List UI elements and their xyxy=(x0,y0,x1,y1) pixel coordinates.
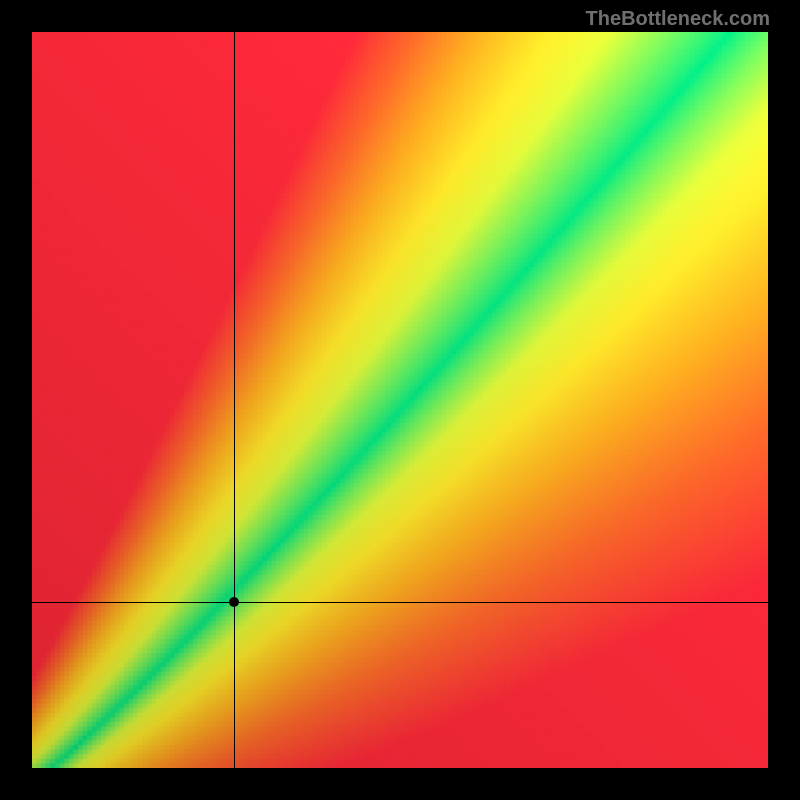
watermark-text: TheBottleneck.com xyxy=(586,8,770,31)
heatmap-canvas xyxy=(32,32,768,768)
plot-area xyxy=(32,32,768,768)
data-point-dot xyxy=(229,597,239,607)
crosshair-vertical xyxy=(234,32,235,768)
crosshair-horizontal xyxy=(32,602,768,603)
